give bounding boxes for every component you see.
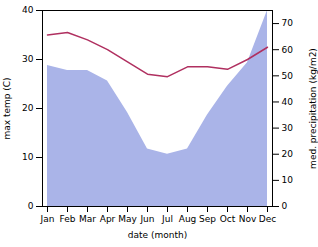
svg-text:10: 10 [282, 175, 294, 185]
svg-text:0: 0 [28, 201, 34, 211]
svg-text:50: 50 [282, 71, 294, 81]
svg-text:40: 40 [282, 97, 294, 107]
svg-text:Aug: Aug [179, 214, 197, 224]
svg-text:Nov: Nov [239, 214, 257, 224]
svg-text:May: May [118, 214, 137, 224]
svg-text:30: 30 [282, 123, 294, 133]
svg-text:med. precipitation (kg/m2): med. precipitation (kg/m2) [308, 48, 318, 169]
svg-text:Mar: Mar [79, 214, 96, 224]
svg-text:40: 40 [22, 5, 34, 15]
svg-text:Feb: Feb [60, 214, 76, 224]
svg-text:Jul: Jul [161, 214, 173, 224]
svg-text:Sep: Sep [199, 214, 216, 224]
svg-text:Jun: Jun [139, 214, 154, 224]
svg-text:max temp (C): max temp (C) [2, 77, 12, 139]
svg-text:70: 70 [282, 18, 294, 28]
svg-text:60: 60 [282, 45, 294, 55]
svg-text:date (month): date (month) [128, 230, 187, 240]
svg-text:30: 30 [22, 54, 34, 64]
svg-text:Dec: Dec [259, 214, 276, 224]
svg-text:20: 20 [22, 103, 34, 113]
svg-text:0: 0 [282, 201, 288, 211]
svg-text:Oct: Oct [220, 214, 236, 224]
svg-text:10: 10 [22, 152, 34, 162]
svg-text:20: 20 [282, 149, 294, 159]
svg-text:Apr: Apr [100, 214, 116, 224]
svg-text:Jan: Jan [40, 214, 55, 224]
